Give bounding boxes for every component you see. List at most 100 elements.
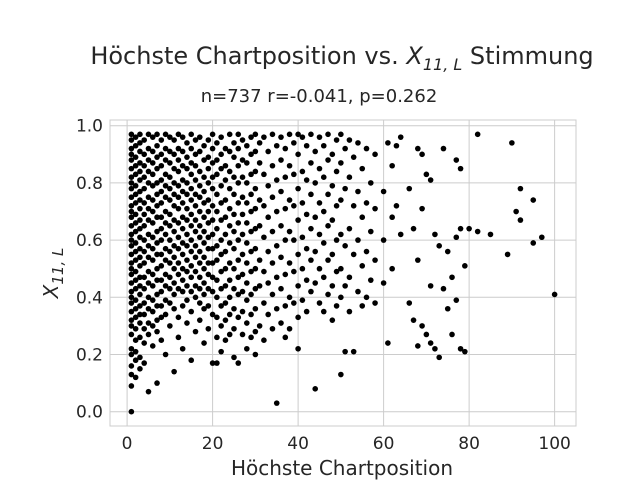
data-point xyxy=(308,257,314,263)
data-point xyxy=(205,180,212,186)
data-point xyxy=(132,171,139,178)
data-point xyxy=(372,205,378,212)
data-point xyxy=(209,174,216,180)
data-point xyxy=(132,200,139,206)
data-point xyxy=(244,320,250,326)
data-point xyxy=(201,157,207,163)
data-point xyxy=(329,151,336,158)
data-point xyxy=(226,223,233,229)
data-point xyxy=(154,380,160,386)
data-point xyxy=(218,323,224,329)
data-point xyxy=(457,165,464,172)
data-point xyxy=(346,174,353,180)
data-point xyxy=(342,185,348,192)
data-point xyxy=(214,171,220,178)
data-point xyxy=(320,274,327,281)
data-point xyxy=(167,211,173,218)
data-point xyxy=(209,145,216,152)
data-point xyxy=(179,177,186,183)
data-point xyxy=(162,131,169,138)
data-point xyxy=(333,137,340,143)
data-point xyxy=(316,134,323,140)
data-point xyxy=(132,220,139,226)
data-point xyxy=(137,140,143,146)
data-point xyxy=(355,188,361,195)
data-point xyxy=(201,228,207,235)
data-point xyxy=(158,177,165,183)
data-point xyxy=(423,171,430,178)
data-point xyxy=(333,168,340,175)
y-tick-label: 0.2 xyxy=(76,346,103,366)
data-point xyxy=(231,154,237,160)
data-point xyxy=(474,131,481,138)
data-point xyxy=(427,340,434,346)
data-point xyxy=(137,274,143,281)
data-point xyxy=(325,223,331,229)
data-point xyxy=(235,162,242,169)
data-point xyxy=(333,268,340,275)
data-point xyxy=(179,288,186,295)
data-point xyxy=(282,303,289,309)
data-point xyxy=(303,211,310,218)
data-point xyxy=(273,400,280,406)
data-point xyxy=(188,145,195,152)
x-axis-label: Höchste Chartposition xyxy=(231,456,453,480)
data-point xyxy=(316,231,323,238)
data-point xyxy=(269,162,276,169)
data-point xyxy=(209,185,216,192)
data-point xyxy=(244,240,250,246)
data-point xyxy=(214,225,220,232)
data-point xyxy=(184,180,190,186)
data-point xyxy=(145,268,152,275)
data-point xyxy=(184,268,190,275)
data-point xyxy=(252,265,259,272)
data-point xyxy=(239,157,246,163)
data-point xyxy=(214,314,220,321)
y-tick-label: 1.0 xyxy=(76,117,103,137)
data-point xyxy=(350,251,357,258)
data-point xyxy=(179,162,186,169)
data-point xyxy=(141,325,148,332)
data-point xyxy=(154,251,160,258)
data-point xyxy=(248,208,254,215)
data-point xyxy=(235,314,242,321)
data-point xyxy=(222,214,229,221)
data-point xyxy=(261,234,267,241)
data-point xyxy=(440,285,447,292)
data-point xyxy=(145,243,152,249)
data-point xyxy=(209,160,216,166)
data-point xyxy=(192,268,199,275)
data-point xyxy=(128,208,135,215)
data-point xyxy=(265,182,271,189)
data-point xyxy=(295,283,301,289)
data-point xyxy=(205,260,212,266)
data-point xyxy=(222,317,229,323)
data-point xyxy=(325,257,331,263)
data-point xyxy=(308,225,314,232)
data-point xyxy=(269,325,276,332)
data-point xyxy=(231,354,237,361)
data-point xyxy=(175,260,182,266)
data-point xyxy=(295,131,301,138)
data-point xyxy=(316,200,323,206)
data-point xyxy=(303,142,310,149)
data-point xyxy=(137,197,143,203)
data-point xyxy=(132,191,139,198)
data-point xyxy=(192,243,199,249)
data-point xyxy=(196,274,203,281)
data-point xyxy=(282,145,289,152)
data-point xyxy=(265,280,271,286)
data-point xyxy=(218,134,224,140)
data-point xyxy=(248,248,254,255)
data-point xyxy=(282,271,289,278)
data-point xyxy=(252,148,259,155)
data-point xyxy=(145,180,152,186)
data-point xyxy=(239,331,246,338)
data-point xyxy=(226,277,233,283)
data-point xyxy=(171,254,177,261)
data-point xyxy=(385,140,391,146)
data-point xyxy=(261,134,267,140)
data-point xyxy=(333,237,340,243)
data-point xyxy=(218,268,224,275)
data-point xyxy=(137,254,143,261)
